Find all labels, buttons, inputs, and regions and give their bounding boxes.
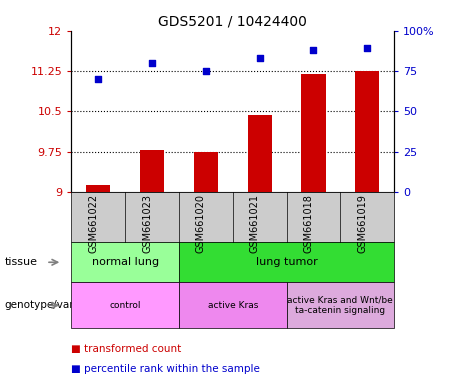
Point — [95, 76, 102, 82]
Point — [256, 55, 263, 61]
Point — [148, 60, 156, 66]
Text: active Kras and Wnt/be
ta-catenin signaling: active Kras and Wnt/be ta-catenin signal… — [288, 296, 393, 315]
Text: ■ transformed count: ■ transformed count — [71, 344, 182, 354]
Text: genotype/variation: genotype/variation — [5, 300, 104, 310]
Text: GSM661021: GSM661021 — [250, 194, 260, 253]
Point — [364, 45, 371, 51]
Bar — [248, 115, 272, 192]
Text: control: control — [110, 301, 141, 310]
Text: GSM661022: GSM661022 — [89, 194, 98, 253]
Point — [202, 68, 210, 74]
Text: GSM661018: GSM661018 — [303, 194, 313, 253]
Point — [310, 47, 317, 53]
Bar — [140, 150, 164, 192]
Bar — [194, 152, 218, 192]
Text: GSM661023: GSM661023 — [142, 194, 152, 253]
Text: GSM661020: GSM661020 — [196, 194, 206, 253]
Text: normal lung: normal lung — [92, 257, 159, 267]
Text: active Kras: active Kras — [207, 301, 258, 310]
Title: GDS5201 / 10424400: GDS5201 / 10424400 — [159, 14, 307, 28]
Bar — [355, 71, 379, 192]
Text: lung tumor: lung tumor — [256, 257, 318, 267]
Text: ■ percentile rank within the sample: ■ percentile rank within the sample — [71, 364, 260, 374]
Text: GSM661019: GSM661019 — [357, 194, 367, 253]
Bar — [86, 185, 111, 192]
Text: tissue: tissue — [5, 257, 38, 267]
Bar — [301, 74, 325, 192]
